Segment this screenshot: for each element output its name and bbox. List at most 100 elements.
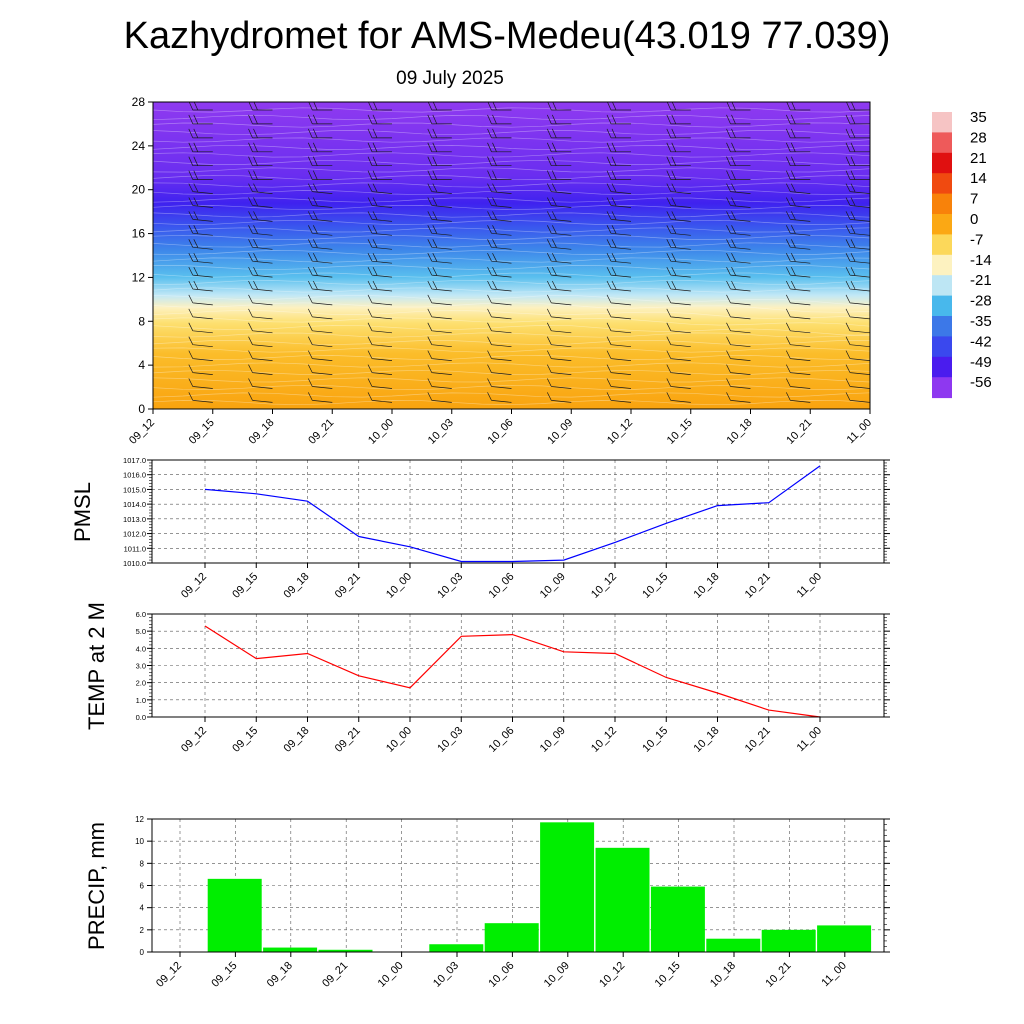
wind-barb xyxy=(153,248,154,250)
wind-barb xyxy=(188,128,213,139)
contour-line xyxy=(153,280,870,286)
wind-barb xyxy=(188,114,213,125)
wind-barb xyxy=(785,114,811,125)
wind-barb xyxy=(606,364,632,375)
wind-barb xyxy=(726,156,751,167)
contour-line xyxy=(153,115,870,121)
wind-barb xyxy=(307,350,333,361)
colorbar: 35 28 21 14 7 0 -7 -14 -21 -28 -35 -42 -49 -56 xyxy=(932,109,992,399)
wind-barb xyxy=(845,280,870,292)
cs-y-tick-label: 12 xyxy=(132,270,146,284)
p-y-tick-label: 1013.0 xyxy=(123,515,146,524)
wind-barb xyxy=(248,114,273,125)
wind-barb xyxy=(367,156,392,167)
t-x-tick-label: 10_12 xyxy=(589,725,619,755)
wind-barb xyxy=(248,142,273,153)
wind-barb xyxy=(726,280,751,292)
wind-barb xyxy=(606,266,632,278)
pmsl-y-axis: 1010.0 1011.0 1012.0 1013.0 1014.0 1015.0 1016… xyxy=(123,456,890,568)
wind-barb xyxy=(785,392,811,403)
cs-y-tick-label: 24 xyxy=(132,139,146,153)
wind-barb xyxy=(785,336,811,348)
contour-line xyxy=(153,159,870,165)
cs-x-tick-label: 10_00 xyxy=(366,417,396,447)
wind-barb xyxy=(845,211,870,222)
wind-barb xyxy=(845,308,870,320)
colorbar-label: -49 xyxy=(970,354,992,371)
t-x-tick-label: 09_21 xyxy=(333,725,363,755)
wind-barb xyxy=(307,322,333,334)
precip-x-tick-label: 10_15 xyxy=(653,960,683,990)
wind-barb xyxy=(307,253,333,264)
colorbar-label: 7 xyxy=(970,191,978,208)
wind-barb xyxy=(666,114,691,125)
wind-barb xyxy=(845,392,870,403)
t-y-tick-label: 0.0 xyxy=(136,713,146,722)
wind-barb xyxy=(487,336,512,348)
colorbar-swatch xyxy=(932,193,952,215)
colorbar-swatch xyxy=(932,275,952,297)
wind-barb xyxy=(487,253,512,264)
wind-barb xyxy=(666,197,691,208)
wind-barb xyxy=(845,114,870,125)
wind-barb xyxy=(546,336,572,348)
wind-barb xyxy=(726,114,751,125)
pmsl-series-line xyxy=(204,465,821,563)
precip-bar xyxy=(484,923,539,952)
wind-barb xyxy=(427,225,452,236)
p-y-tick-label: 1016.0 xyxy=(123,471,146,480)
wind-barb xyxy=(188,266,213,278)
pmsl-x-axis: 09_12 09_15 09_18 09_21 10_00 10_03 10_06 10_09… xyxy=(179,563,824,601)
p-y-tick-label: 1010.0 xyxy=(123,559,146,568)
wind-barb xyxy=(845,378,870,389)
wind-barb xyxy=(845,128,870,139)
t-x-tick-label: 10_18 xyxy=(692,725,722,755)
wind-barb xyxy=(546,128,572,139)
wind-barb xyxy=(845,197,870,208)
contour-line xyxy=(153,294,870,306)
wind-barb xyxy=(427,350,452,361)
t-y-tick-label: 6.0 xyxy=(136,610,146,619)
wind-barb xyxy=(427,392,452,403)
wind-barb xyxy=(845,322,870,334)
wind-barb xyxy=(487,322,512,334)
contour-line xyxy=(153,190,870,196)
cs-x-tick-label: 09_21 xyxy=(306,417,336,447)
wind-barb xyxy=(546,392,572,403)
contour-line xyxy=(153,219,870,225)
wind-barb xyxy=(188,364,213,375)
cs-y-tick-label: 20 xyxy=(132,183,146,197)
wind-barb xyxy=(153,346,154,347)
colorbar-label: -35 xyxy=(970,313,992,330)
precip-x-tick-label: 10_21 xyxy=(763,960,793,990)
contour-line xyxy=(153,122,870,128)
figure-title: Kazhydromet for AMS-Medeu(43.019 77.039) xyxy=(124,15,891,57)
wind-barb xyxy=(248,239,273,250)
wind-barb xyxy=(546,308,572,320)
wind-barb xyxy=(606,253,632,264)
wind-barb xyxy=(606,294,632,306)
cs-x-tick-label: 10_15 xyxy=(665,417,695,447)
wind-barb xyxy=(845,225,870,236)
temp-x-axis: 09_12 09_15 09_18 09_21 10_00 10_03 10_06 10_09… xyxy=(179,717,824,755)
colorbar-label: -28 xyxy=(970,293,992,310)
wind-barb xyxy=(427,253,452,264)
wind-barb xyxy=(845,364,870,375)
wind-barb xyxy=(785,294,811,306)
wind-barb xyxy=(785,128,811,139)
cs-x-tick-label: 10_12 xyxy=(605,417,635,447)
wind-barb xyxy=(248,183,273,194)
wind-barb xyxy=(367,280,393,292)
wind-barb xyxy=(307,239,333,250)
p-x-tick-label: 10_15 xyxy=(640,571,670,601)
wind-barb xyxy=(726,392,751,403)
colorbar-label: -7 xyxy=(970,231,983,248)
contour-line xyxy=(153,317,870,327)
contour-line xyxy=(153,272,870,278)
wind-barb xyxy=(427,197,452,208)
colorbar-swatch xyxy=(932,336,952,358)
cs-x-tick-label: 10_06 xyxy=(486,417,516,447)
contour-line xyxy=(153,332,870,338)
wind-barb xyxy=(307,308,333,320)
contour-line xyxy=(153,302,870,313)
